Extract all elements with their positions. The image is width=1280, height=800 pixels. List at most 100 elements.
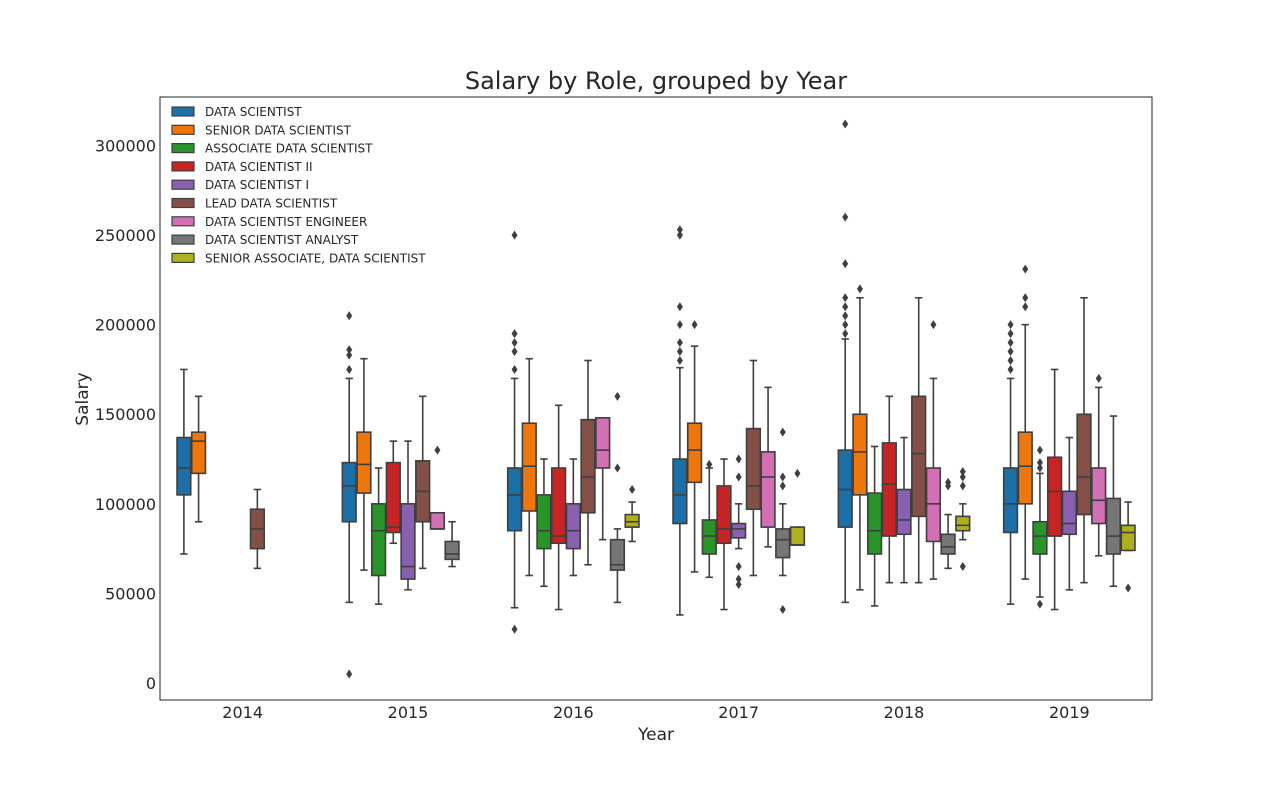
outlier-point xyxy=(842,293,849,303)
outlier-point xyxy=(842,320,849,330)
plot-area xyxy=(176,119,1136,679)
box-1-4 xyxy=(852,284,868,591)
outlier-point xyxy=(1022,264,1029,274)
legend-label: ASSOCIATE DATA SCIENTIST xyxy=(205,142,373,156)
box-body xyxy=(686,422,703,484)
box-1-3 xyxy=(686,320,703,573)
outlier-point xyxy=(959,562,966,572)
box-0-0 xyxy=(176,368,192,555)
box-body xyxy=(775,528,791,559)
legend-swatch xyxy=(171,179,195,190)
box-6-1 xyxy=(429,445,446,530)
outlier-point xyxy=(842,311,849,321)
legend-item: DATA SCIENTIST I xyxy=(171,178,309,192)
box-3-5 xyxy=(1046,368,1063,611)
series-7 xyxy=(444,391,1122,615)
y-axis-label: Salary xyxy=(73,372,93,425)
box-body xyxy=(745,427,762,511)
outlier-point xyxy=(676,347,683,357)
outlier-point xyxy=(735,574,742,584)
box-7-2 xyxy=(609,391,626,604)
box-6-4 xyxy=(925,320,942,580)
outlier-point xyxy=(1036,599,1043,609)
outlier-point xyxy=(735,562,742,572)
legend-label: SENIOR ASSOCIATE, DATA SCIENTIST xyxy=(205,251,426,265)
box-4-2 xyxy=(565,458,581,577)
box-body xyxy=(429,511,446,530)
outlier-point xyxy=(511,347,518,357)
outlier-point xyxy=(779,605,786,615)
outlier-point xyxy=(511,624,518,634)
box-body xyxy=(1120,524,1136,552)
legend-item: ASSOCIATE DATA SCIENTIST xyxy=(171,142,373,156)
outlier-point xyxy=(1007,364,1014,374)
box-0-5 xyxy=(1002,320,1019,605)
outlier-point xyxy=(1095,373,1102,383)
box-1-2 xyxy=(521,357,537,577)
box-body xyxy=(506,467,523,532)
outlier-point xyxy=(842,259,849,269)
box-body xyxy=(595,417,611,469)
outlier-point xyxy=(346,364,353,374)
box-8-4 xyxy=(955,467,971,572)
chart-title: Salary by Role, grouped by Year xyxy=(465,67,847,95)
x-tick-label: 2019 xyxy=(1049,703,1090,722)
box-7-1 xyxy=(444,520,460,568)
legend-item: DATA SCIENTIST ENGINEER xyxy=(171,215,367,229)
box-3-1 xyxy=(385,440,401,545)
box-2-5 xyxy=(1032,445,1048,609)
box-4-3 xyxy=(731,454,747,589)
box-2-2 xyxy=(536,458,552,588)
outlier-point xyxy=(614,463,621,473)
outlier-point xyxy=(842,212,849,222)
outlier-point xyxy=(842,329,849,339)
outlier-point xyxy=(346,311,353,321)
box-2-3 xyxy=(701,459,717,579)
box-1-1 xyxy=(356,357,372,571)
box-body xyxy=(1046,456,1063,537)
box-body xyxy=(955,515,971,532)
box-body xyxy=(1061,490,1077,536)
box-body xyxy=(176,436,192,496)
y-tick-label: 250000 xyxy=(95,226,156,245)
legend: DATA SCIENTIST SENIOR DATA SCIENTIST ASSOC… xyxy=(171,105,426,265)
outlier-point xyxy=(511,329,518,339)
outlier-point xyxy=(779,427,786,437)
outlier-point xyxy=(346,350,353,360)
x-tick-label: 2018 xyxy=(884,703,925,722)
box-5-2 xyxy=(580,359,596,566)
box-body xyxy=(521,422,537,512)
box-4-4 xyxy=(896,436,912,584)
outlier-point xyxy=(676,338,683,348)
plot-frame xyxy=(159,96,1153,701)
box-7-5 xyxy=(1105,415,1122,588)
outlier-point xyxy=(676,225,683,235)
box-body xyxy=(1032,520,1048,555)
legend-item: DATA SCIENTIST ANALYST xyxy=(171,233,359,247)
box-8-5 xyxy=(1120,501,1136,593)
outlier-point xyxy=(511,364,518,374)
box-body xyxy=(565,503,581,550)
legend-label: SENIOR DATA SCIENTIST xyxy=(205,123,352,137)
box-body xyxy=(760,451,776,528)
x-tick-label: 2015 xyxy=(388,703,429,722)
outlier-point xyxy=(511,338,518,348)
outlier-point xyxy=(676,230,683,240)
x-axis-ticks: 2014 2015 2016 2017 2018 2019 xyxy=(222,703,1089,722)
outlier-point xyxy=(735,472,742,482)
box-0-4 xyxy=(837,119,853,604)
outlier-point xyxy=(629,484,636,494)
outlier-point xyxy=(842,119,849,129)
box-6-2 xyxy=(595,417,611,541)
box-body xyxy=(444,540,460,561)
box-body xyxy=(852,413,868,496)
box-8-3 xyxy=(789,468,806,546)
series-8 xyxy=(624,467,1136,593)
series-0 xyxy=(176,119,1019,679)
box-body xyxy=(881,442,897,537)
outlier-point xyxy=(1007,338,1014,348)
legend-item: SENIOR DATA SCIENTIST xyxy=(171,123,352,137)
box-7-4 xyxy=(940,477,956,570)
outlier-point xyxy=(1036,445,1043,455)
box-3-2 xyxy=(550,404,567,611)
